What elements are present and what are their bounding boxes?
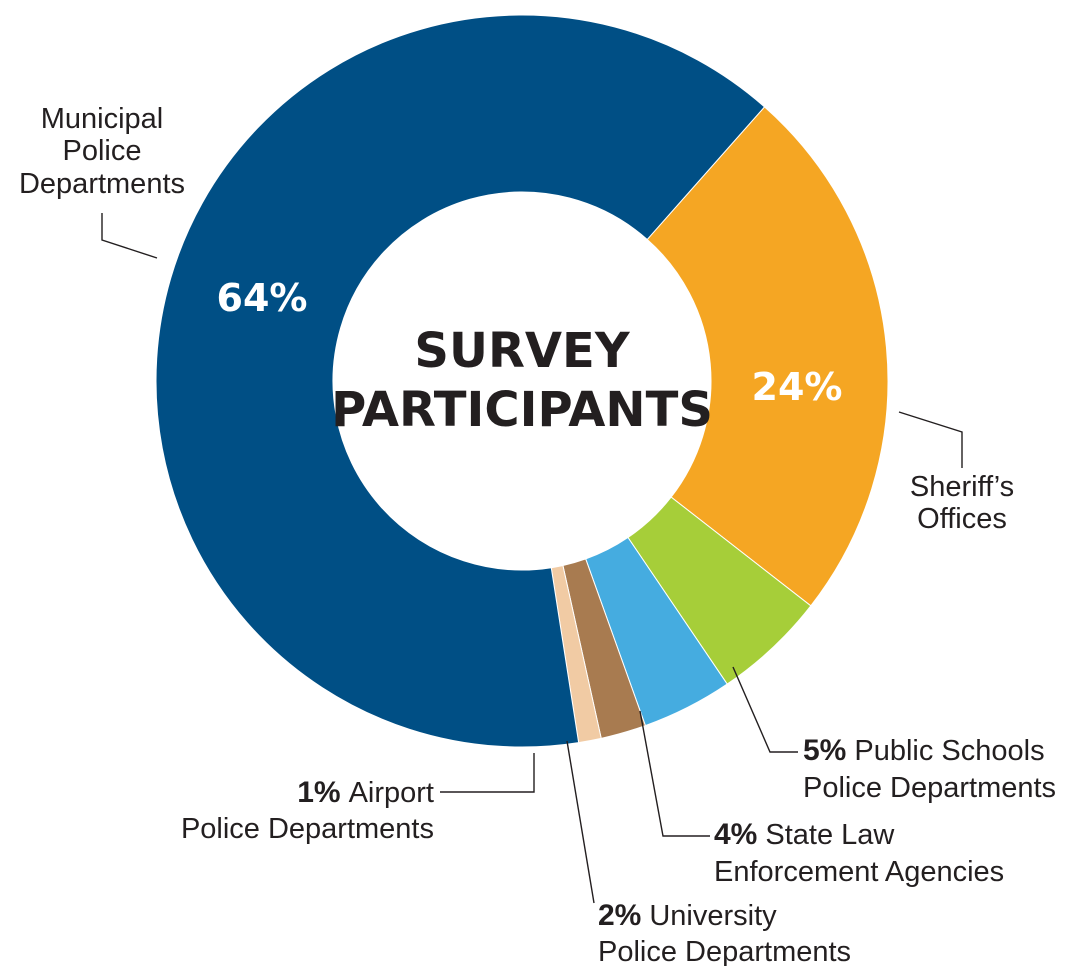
label-university-line-2: Police Departments [598, 936, 851, 966]
donut-slices [155, 14, 889, 748]
label-municipal: Municipal Police Departments [19, 103, 185, 200]
leader-municipal [101, 213, 158, 259]
label-sheriff-line-2: Offices [917, 503, 1007, 535]
label-sheriff: Sheriff’s Offices [910, 471, 1014, 535]
label-public-schools: 5% Public Schools Police Departments [803, 734, 1056, 804]
slice-label-sheriff-pct: 24% [752, 365, 843, 409]
label-state-law: 4% State Law Enforcement Agencies [714, 818, 1004, 888]
label-state-law-name: State Law [765, 819, 895, 851]
label-airport-pct: 1% [297, 776, 340, 809]
leader-state-law [639, 710, 710, 837]
label-state-law-line-1: 4% State Law [714, 818, 895, 851]
center-title: SURVEY PARTICIPANTS [331, 323, 713, 438]
leader-university [566, 740, 595, 904]
label-university-name: University [649, 900, 777, 932]
label-airport-line-1: 1% Airport [297, 776, 434, 809]
center-title-line-1: SURVEY [414, 323, 630, 379]
label-state-law-line-2: Enforcement Agencies [714, 856, 1004, 888]
label-municipal-line-3: Departments [19, 168, 185, 200]
label-university-line-1: 2% University [598, 899, 777, 932]
label-university: 2% University Police Departments [598, 899, 851, 966]
label-airport-name: Airport [349, 777, 434, 809]
label-municipal-line-1: Municipal [41, 103, 164, 135]
label-public-schools-name: Public Schools [854, 735, 1044, 767]
label-sheriff-line-1: Sheriff’s [910, 471, 1014, 503]
label-public-schools-line-1: 5% Public Schools [803, 734, 1045, 767]
slice-label-municipal-pct: 64% [217, 276, 308, 320]
label-airport: 1% Airport Police Departments [181, 776, 434, 845]
leader-airport [440, 753, 535, 793]
label-public-schools-pct: 5% [803, 734, 846, 767]
slice-sheriff [646, 106, 889, 607]
leader-public-schools [732, 666, 798, 753]
slice-municipal [155, 14, 766, 748]
label-public-schools-line-2: Police Departments [803, 772, 1056, 804]
label-municipal-line-2: Police [63, 135, 142, 167]
leader-lines [101, 213, 963, 904]
label-airport-line-2: Police Departments [181, 813, 434, 845]
label-university-pct: 2% [598, 899, 641, 932]
label-state-law-pct: 4% [714, 818, 757, 851]
center-title-line-2: PARTICIPANTS [331, 382, 713, 438]
leader-sheriff [898, 411, 963, 468]
